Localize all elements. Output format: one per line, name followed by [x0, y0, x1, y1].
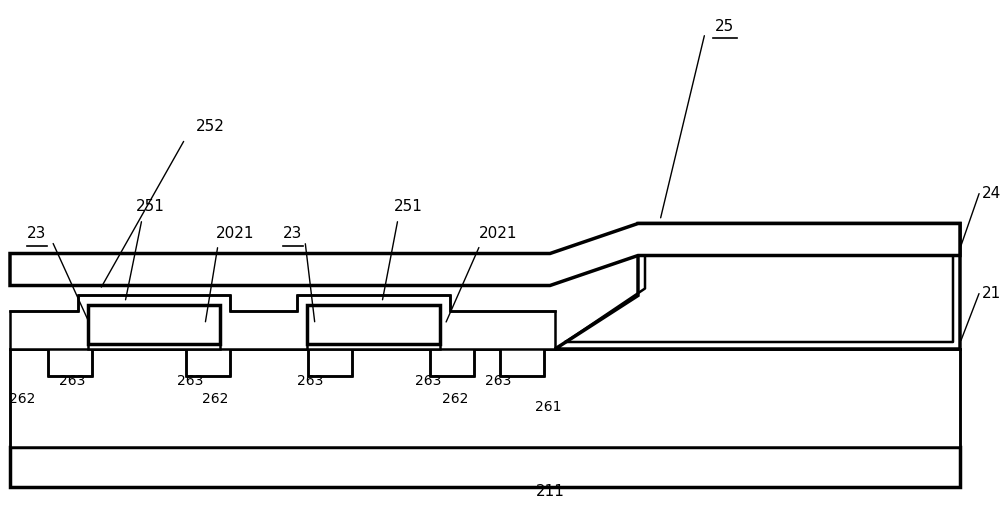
Text: 252: 252 — [196, 120, 224, 134]
Text: 261: 261 — [535, 400, 561, 414]
Polygon shape — [10, 447, 960, 487]
Text: 251: 251 — [136, 200, 164, 214]
Polygon shape — [10, 223, 960, 286]
Polygon shape — [88, 344, 220, 349]
Text: 23: 23 — [283, 227, 303, 241]
Text: 263: 263 — [177, 374, 203, 388]
Polygon shape — [10, 296, 555, 349]
Text: 24: 24 — [982, 186, 1000, 202]
Text: 263: 263 — [415, 374, 441, 388]
Text: 262: 262 — [9, 392, 35, 406]
Text: 251: 251 — [394, 200, 422, 214]
Text: 263: 263 — [59, 374, 85, 388]
Text: 262: 262 — [442, 392, 468, 406]
Text: 2021: 2021 — [479, 227, 517, 241]
Text: 211: 211 — [536, 484, 564, 498]
Text: 25: 25 — [715, 19, 735, 35]
Text: 23: 23 — [27, 227, 47, 241]
Polygon shape — [88, 305, 220, 344]
Polygon shape — [555, 223, 960, 349]
Text: 2021: 2021 — [216, 227, 254, 241]
Text: 263: 263 — [297, 374, 323, 388]
Text: 262: 262 — [202, 392, 228, 406]
Polygon shape — [307, 344, 440, 349]
Text: 212: 212 — [982, 287, 1000, 301]
Polygon shape — [307, 305, 440, 344]
Polygon shape — [10, 349, 960, 447]
Text: 263: 263 — [485, 374, 511, 388]
